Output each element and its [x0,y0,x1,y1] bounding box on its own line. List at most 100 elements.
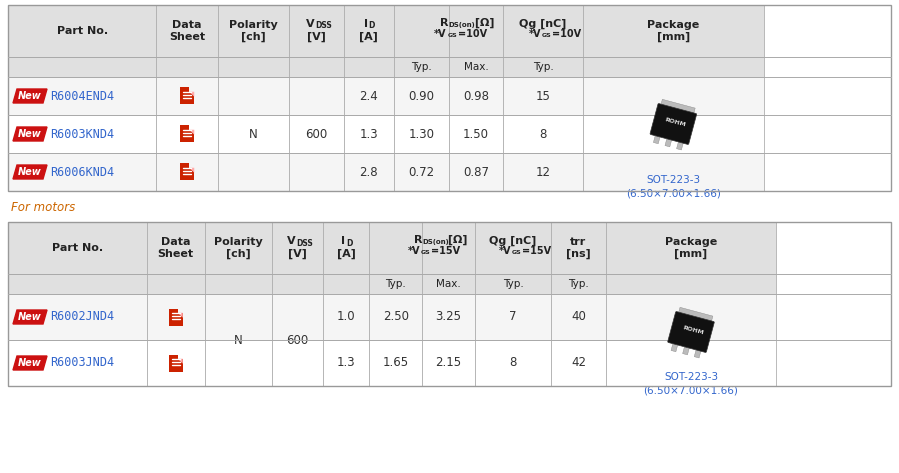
Bar [218,77,289,115]
Bar [324,274,369,294]
Bar [583,153,764,191]
Text: I: I [364,19,368,29]
Text: =15V: =15V [432,246,460,256]
Text: New: New [18,312,42,322]
Bar [394,5,449,57]
Text: [Ω]: [Ω] [444,235,467,245]
Text: *V: *V [407,246,420,256]
Polygon shape [13,356,47,370]
Text: 12: 12 [536,166,550,178]
Bar [324,340,369,386]
Bar [156,77,218,115]
Text: R6003JND4: R6003JND4 [50,357,114,369]
Bar [606,340,776,386]
Text: SOT-223-3
(6.50×7.00×1.66): SOT-223-3 (6.50×7.00×1.66) [644,372,738,395]
Bar [660,99,695,116]
Bar [147,294,205,340]
Bar [8,294,147,340]
Text: 600: 600 [305,128,327,140]
Polygon shape [190,92,194,97]
Text: Data
Sheet: Data Sheet [157,237,194,259]
Text: =10V: =10V [458,29,486,39]
Bar [8,340,147,386]
Text: Part No.: Part No. [57,26,108,36]
Bar [289,5,343,57]
Text: [V]: [V] [289,249,307,259]
Bar [583,57,764,77]
Bar [503,153,583,191]
Text: Typ.: Typ. [568,279,589,289]
Bar [449,57,503,77]
Bar [475,222,551,274]
FancyBboxPatch shape [180,88,190,97]
FancyBboxPatch shape [169,308,178,318]
Text: DS(on): DS(on) [423,239,449,245]
Bar [449,5,503,57]
Bar [205,340,272,386]
Bar [583,77,764,115]
Text: 2.15: 2.15 [435,357,462,369]
Text: =10V: =10V [552,29,582,39]
Text: DSS: DSS [316,21,332,30]
Bar [369,294,423,340]
Text: 1.0: 1.0 [337,310,355,324]
Text: 1.30: 1.30 [408,128,434,140]
Bar [369,222,423,274]
Text: Package
[mm]: Package [mm] [665,236,717,259]
Bar [475,274,551,294]
Text: Qg [nC]: Qg [nC] [520,19,566,29]
Text: New: New [18,167,42,177]
Text: 8: 8 [510,357,517,369]
Bar [583,5,764,57]
Bar [218,5,289,57]
Text: Data
Sheet: Data Sheet [169,20,205,42]
Bar [503,115,583,153]
Bar [8,115,156,153]
Text: 0.98: 0.98 [463,89,489,103]
Bar [475,340,551,386]
Bar [606,294,776,340]
Text: Typ.: Typ. [533,62,554,72]
Bar [606,274,776,294]
Bar [147,222,205,274]
Text: N: N [249,128,258,140]
Polygon shape [13,165,47,179]
Bar [503,57,583,77]
Text: Max.: Max. [436,279,461,289]
Bar [8,57,156,77]
Text: Qg [nC]: Qg [nC] [489,236,537,246]
Bar [394,57,449,77]
Bar [394,153,449,191]
Text: GS: GS [512,251,521,255]
Text: 3.25: 3.25 [436,310,461,324]
Polygon shape [178,359,182,364]
Text: *V: *V [434,29,447,39]
Bar [147,340,205,386]
Bar [503,77,583,115]
Bar [272,222,324,274]
Text: GS: GS [448,34,458,38]
Text: New: New [18,358,42,368]
Text: 2.50: 2.50 [383,310,409,324]
Bar [551,274,606,294]
Text: [A]: [A] [337,249,356,259]
Bar [449,153,503,191]
Text: =15V: =15V [522,246,551,256]
Bar [8,153,156,191]
Text: D: D [369,21,375,30]
Text: Polarity
[ch]: Polarity [ch] [229,20,278,42]
Text: R: R [441,18,449,28]
Bar [343,115,394,153]
Bar [449,115,503,153]
Text: D: D [346,238,352,247]
Bar [272,294,324,340]
Bar [678,307,713,324]
Bar [551,340,606,386]
Bar [369,340,423,386]
Bar [682,344,690,355]
Text: 8: 8 [539,128,547,140]
Bar [423,222,475,274]
Text: *V: *V [529,29,541,39]
Bar [289,77,343,115]
Text: Typ.: Typ. [386,279,406,289]
